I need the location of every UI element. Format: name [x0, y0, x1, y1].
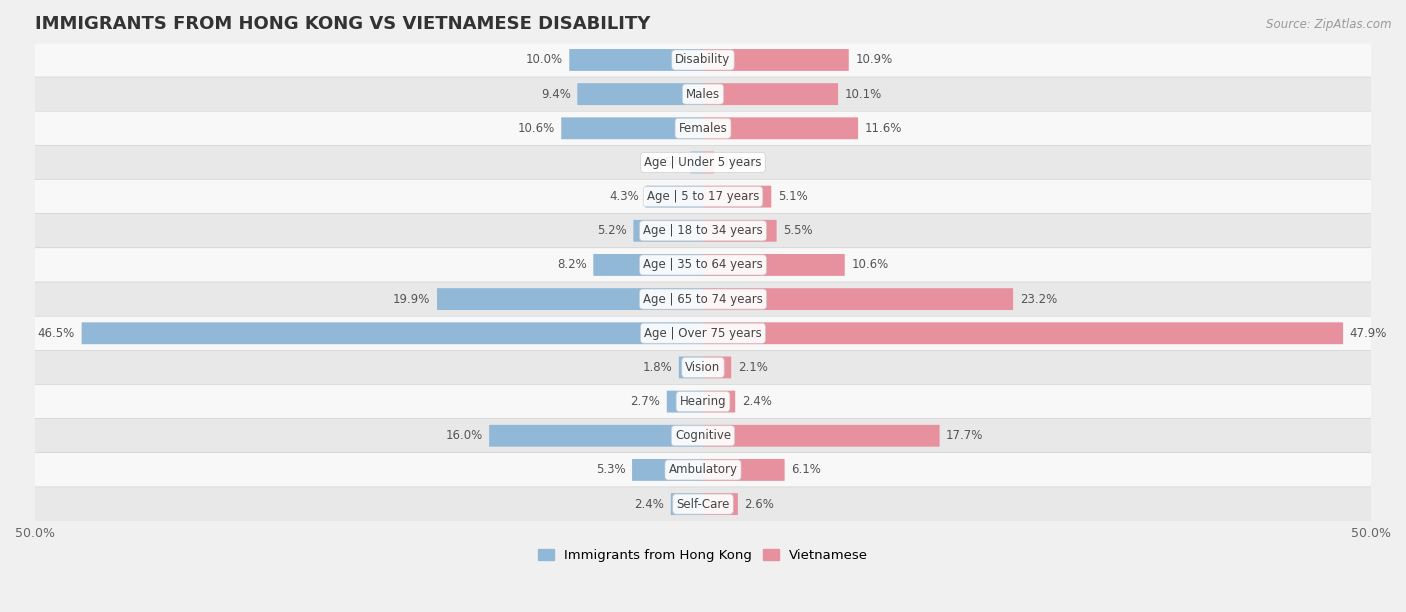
FancyBboxPatch shape	[35, 316, 1371, 350]
Text: 0.81%: 0.81%	[720, 156, 758, 169]
Text: Males: Males	[686, 88, 720, 100]
FancyBboxPatch shape	[703, 390, 735, 412]
FancyBboxPatch shape	[35, 350, 1371, 384]
Text: 11.6%: 11.6%	[865, 122, 903, 135]
FancyBboxPatch shape	[35, 487, 1371, 521]
FancyBboxPatch shape	[703, 493, 738, 515]
Text: 17.7%: 17.7%	[946, 429, 984, 442]
Text: 9.4%: 9.4%	[541, 88, 571, 100]
FancyBboxPatch shape	[561, 118, 703, 139]
Text: 2.1%: 2.1%	[738, 361, 768, 374]
Text: 5.2%: 5.2%	[598, 224, 627, 237]
FancyBboxPatch shape	[437, 288, 703, 310]
FancyBboxPatch shape	[703, 49, 849, 71]
Text: 10.0%: 10.0%	[526, 53, 562, 67]
FancyBboxPatch shape	[35, 43, 1371, 77]
FancyBboxPatch shape	[679, 357, 703, 378]
Text: Source: ZipAtlas.com: Source: ZipAtlas.com	[1267, 18, 1392, 31]
Text: 2.4%: 2.4%	[742, 395, 772, 408]
FancyBboxPatch shape	[703, 254, 845, 276]
Text: Vision: Vision	[685, 361, 721, 374]
Text: 47.9%: 47.9%	[1350, 327, 1386, 340]
Text: 10.6%: 10.6%	[851, 258, 889, 272]
FancyBboxPatch shape	[703, 288, 1014, 310]
FancyBboxPatch shape	[489, 425, 703, 447]
Text: 23.2%: 23.2%	[1019, 293, 1057, 305]
FancyBboxPatch shape	[569, 49, 703, 71]
Text: 1.8%: 1.8%	[643, 361, 672, 374]
Text: 19.9%: 19.9%	[394, 293, 430, 305]
Text: Age | 65 to 74 years: Age | 65 to 74 years	[643, 293, 763, 305]
Text: Self-Care: Self-Care	[676, 498, 730, 510]
FancyBboxPatch shape	[703, 83, 838, 105]
Text: 5.5%: 5.5%	[783, 224, 813, 237]
FancyBboxPatch shape	[703, 118, 858, 139]
FancyBboxPatch shape	[593, 254, 703, 276]
Text: Age | 18 to 34 years: Age | 18 to 34 years	[643, 224, 763, 237]
Legend: Immigrants from Hong Kong, Vietnamese: Immigrants from Hong Kong, Vietnamese	[533, 543, 873, 567]
Text: 8.2%: 8.2%	[557, 258, 586, 272]
FancyBboxPatch shape	[35, 384, 1371, 419]
Text: Disability: Disability	[675, 53, 731, 67]
FancyBboxPatch shape	[703, 220, 776, 242]
FancyBboxPatch shape	[666, 390, 703, 412]
FancyBboxPatch shape	[35, 453, 1371, 487]
FancyBboxPatch shape	[645, 185, 703, 207]
Text: 10.6%: 10.6%	[517, 122, 555, 135]
FancyBboxPatch shape	[35, 282, 1371, 316]
FancyBboxPatch shape	[690, 152, 703, 173]
Text: 0.95%: 0.95%	[647, 156, 683, 169]
FancyBboxPatch shape	[703, 459, 785, 481]
FancyBboxPatch shape	[35, 179, 1371, 214]
Text: 5.3%: 5.3%	[596, 463, 626, 476]
Text: Ambulatory: Ambulatory	[668, 463, 738, 476]
Text: Hearing: Hearing	[679, 395, 727, 408]
Text: 10.9%: 10.9%	[855, 53, 893, 67]
Text: Females: Females	[679, 122, 727, 135]
Text: 2.7%: 2.7%	[630, 395, 661, 408]
Text: Age | 35 to 64 years: Age | 35 to 64 years	[643, 258, 763, 272]
FancyBboxPatch shape	[633, 459, 703, 481]
FancyBboxPatch shape	[633, 220, 703, 242]
FancyBboxPatch shape	[35, 214, 1371, 248]
FancyBboxPatch shape	[703, 357, 731, 378]
Text: IMMIGRANTS FROM HONG KONG VS VIETNAMESE DISABILITY: IMMIGRANTS FROM HONG KONG VS VIETNAMESE …	[35, 15, 651, 33]
FancyBboxPatch shape	[578, 83, 703, 105]
FancyBboxPatch shape	[82, 323, 703, 344]
FancyBboxPatch shape	[35, 146, 1371, 179]
FancyBboxPatch shape	[35, 111, 1371, 146]
Text: 2.4%: 2.4%	[634, 498, 664, 510]
FancyBboxPatch shape	[703, 425, 939, 447]
Text: Age | 5 to 17 years: Age | 5 to 17 years	[647, 190, 759, 203]
Text: 10.1%: 10.1%	[845, 88, 882, 100]
FancyBboxPatch shape	[703, 152, 714, 173]
FancyBboxPatch shape	[703, 185, 772, 207]
FancyBboxPatch shape	[671, 493, 703, 515]
FancyBboxPatch shape	[35, 77, 1371, 111]
Text: 5.1%: 5.1%	[778, 190, 807, 203]
FancyBboxPatch shape	[703, 323, 1343, 344]
Text: 6.1%: 6.1%	[792, 463, 821, 476]
Text: Age | Over 75 years: Age | Over 75 years	[644, 327, 762, 340]
Text: 2.6%: 2.6%	[744, 498, 775, 510]
Text: 46.5%: 46.5%	[38, 327, 75, 340]
FancyBboxPatch shape	[35, 248, 1371, 282]
FancyBboxPatch shape	[35, 419, 1371, 453]
Text: 4.3%: 4.3%	[609, 190, 638, 203]
Text: 16.0%: 16.0%	[446, 429, 482, 442]
Text: Age | Under 5 years: Age | Under 5 years	[644, 156, 762, 169]
Text: Cognitive: Cognitive	[675, 429, 731, 442]
